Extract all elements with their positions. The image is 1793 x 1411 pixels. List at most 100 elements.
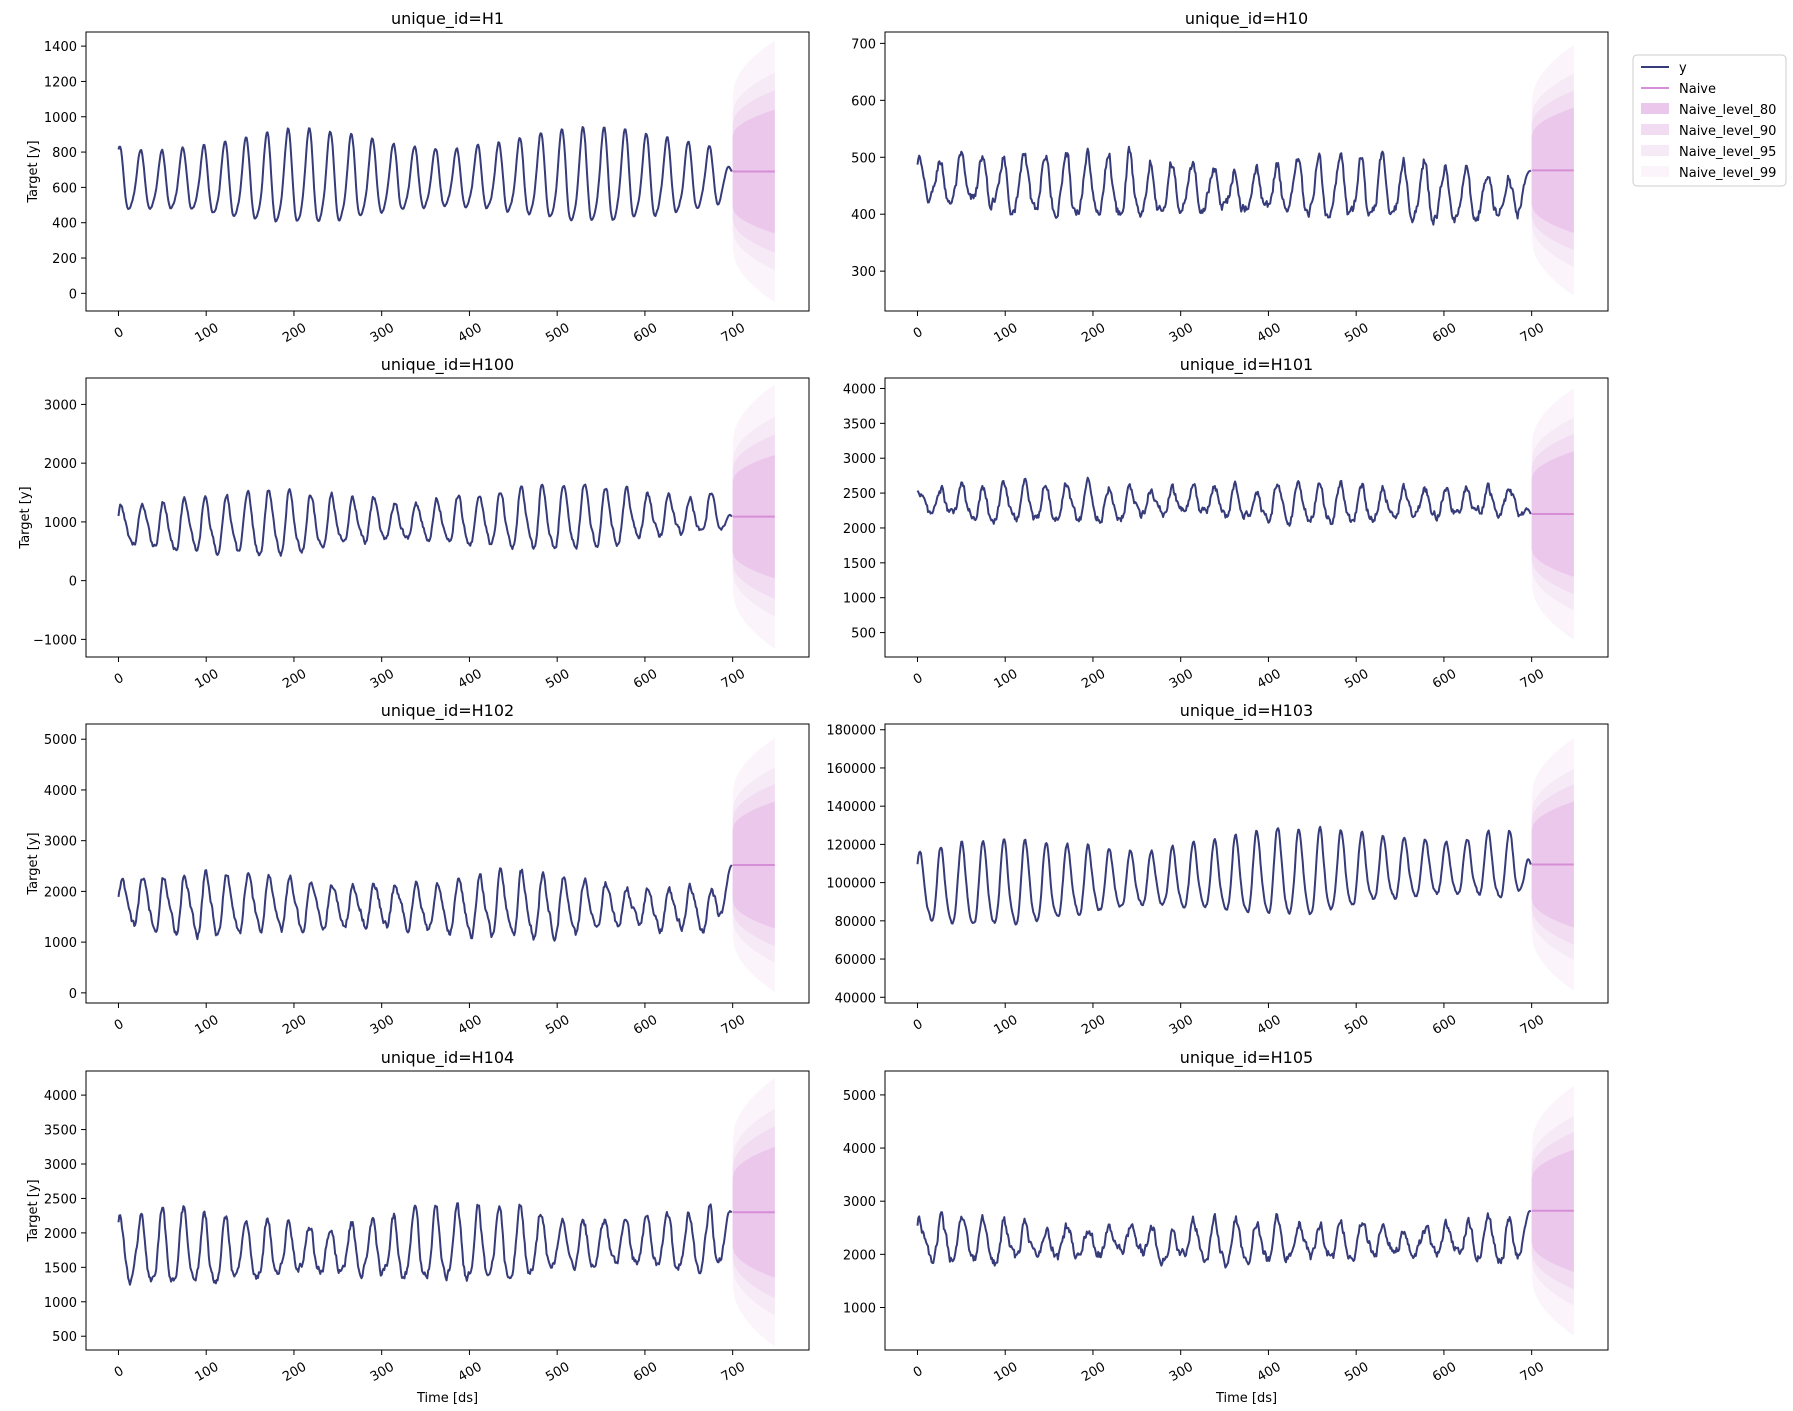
y-tick-label: 2000 bbox=[843, 1248, 876, 1263]
subplot-title: unique_id=H1 bbox=[391, 9, 504, 29]
y-tick-label: 1000 bbox=[843, 592, 876, 607]
subplot-panel: 0 100 200 300 400 500 600 700020040060080010001… bbox=[26, 9, 810, 346]
y-tick-label: 500 bbox=[52, 1330, 77, 1345]
x-axis-label: Time [ds] bbox=[1215, 1391, 1277, 1406]
y-axis-label: Target [y] bbox=[26, 1179, 41, 1242]
subplot-panel: 0 100 200 300 400 500 600 700400006000080000100… bbox=[826, 701, 1609, 1038]
series-y-line bbox=[916, 825, 1532, 926]
subplot-title: unique_id=H100 bbox=[381, 355, 514, 375]
y-tick-label: 800 bbox=[52, 146, 77, 161]
y-tick-label: 60000 bbox=[835, 953, 876, 968]
y-tick-label: 600 bbox=[52, 181, 77, 196]
legend-label: y bbox=[1679, 61, 1687, 76]
subplot-title: unique_id=H10 bbox=[1185, 9, 1308, 29]
plot-area bbox=[916, 388, 1574, 640]
y-tick-label: 1200 bbox=[44, 75, 77, 90]
legend-swatch-patch bbox=[1641, 124, 1669, 135]
legend-label: Naive bbox=[1679, 82, 1716, 97]
y-axis-label: Target [y] bbox=[18, 486, 33, 549]
y-tick-label: 600 bbox=[851, 94, 876, 109]
y-tick-label: 3000 bbox=[843, 1195, 876, 1210]
legend-label: Naive_level_90 bbox=[1679, 124, 1776, 139]
legend-label: Naive_level_80 bbox=[1679, 103, 1776, 118]
axes-frame bbox=[884, 1070, 1609, 1351]
legend-swatch-patch bbox=[1641, 166, 1669, 177]
y-tick-label: 500 bbox=[851, 627, 876, 642]
y-tick-label: 1500 bbox=[843, 557, 876, 572]
subplot-title: unique_id=H104 bbox=[381, 1048, 514, 1068]
plot-area bbox=[117, 1077, 775, 1347]
legend-label: Naive_level_99 bbox=[1679, 166, 1776, 181]
y-tick-label: 500 bbox=[851, 151, 876, 166]
y-tick-label: 2000 bbox=[44, 885, 77, 900]
subplot-title: unique_id=H101 bbox=[1180, 355, 1313, 375]
y-tick-label: 4000 bbox=[44, 784, 77, 799]
series-y-line bbox=[916, 145, 1532, 226]
y-tick-label: 400 bbox=[851, 208, 876, 223]
y-tick-label: 4000 bbox=[843, 1142, 876, 1157]
y-tick-label: 1500 bbox=[44, 1261, 77, 1276]
axes-frame bbox=[85, 377, 810, 658]
axes-frame bbox=[85, 1070, 810, 1351]
legend-swatch-patch bbox=[1641, 145, 1669, 156]
legend: y Naive Naive_level_80 Naive_level_90 Naive_… bbox=[1632, 54, 1787, 187]
plot-area bbox=[117, 40, 775, 303]
y-tick-label: 3500 bbox=[44, 1124, 77, 1139]
y-tick-label: 0 bbox=[69, 575, 77, 590]
plot-area bbox=[916, 1085, 1574, 1336]
y-tick-label: 3000 bbox=[44, 1158, 77, 1173]
plot-area bbox=[916, 738, 1574, 991]
axes-frame bbox=[884, 377, 1609, 658]
subplot-panel: 0 100 200 300 400 500 600 700500100015002000250… bbox=[26, 1048, 810, 1406]
subplot-title: unique_id=H102 bbox=[381, 701, 514, 721]
y-tick-label: 5000 bbox=[44, 733, 77, 748]
y-tick-label: 120000 bbox=[826, 838, 876, 853]
plot-area bbox=[117, 738, 775, 992]
y-tick-label: 1400 bbox=[44, 40, 77, 55]
y-tick-label: 1000 bbox=[44, 1296, 77, 1311]
y-tick-label: 180000 bbox=[826, 724, 876, 739]
y-tick-label: 2000 bbox=[44, 457, 77, 472]
axes-frame bbox=[85, 31, 810, 312]
y-tick-label: 400 bbox=[52, 217, 77, 232]
y-tick-label: 140000 bbox=[826, 800, 876, 815]
y-tick-label: 3500 bbox=[843, 417, 876, 432]
y-tick-label: 5000 bbox=[843, 1089, 876, 1104]
axes-frame bbox=[85, 723, 810, 1004]
y-tick-label: 3000 bbox=[44, 398, 77, 413]
series-y-line bbox=[117, 126, 733, 223]
y-tick-label: 4000 bbox=[44, 1089, 77, 1104]
y-tick-label: 700 bbox=[851, 37, 876, 52]
y-tick-label: 0 bbox=[69, 987, 77, 1002]
series-y-line bbox=[916, 476, 1532, 527]
y-tick-label: 1000 bbox=[44, 111, 77, 126]
y-tick-label: 100000 bbox=[826, 877, 876, 892]
y-axis-label: Target [y] bbox=[26, 140, 41, 203]
series-y-line bbox=[117, 483, 733, 557]
subplot-panel: 0 100 200 300 400 500 600 700300400500600700uni… bbox=[851, 9, 1609, 346]
y-tick-label: 200 bbox=[52, 252, 77, 267]
y-tick-label: 2500 bbox=[44, 1192, 77, 1207]
y-axis-label: Target [y] bbox=[26, 832, 41, 895]
y-tick-label: 3000 bbox=[44, 835, 77, 850]
axes-frame bbox=[884, 723, 1609, 1004]
y-tick-label: 1000 bbox=[44, 936, 77, 951]
y-tick-label: 3000 bbox=[843, 452, 876, 467]
series-y-line bbox=[117, 864, 733, 942]
y-tick-label: 160000 bbox=[826, 762, 876, 777]
y-tick-label: 1000 bbox=[44, 516, 77, 531]
x-axis-label: Time [ds] bbox=[416, 1391, 478, 1406]
y-tick-label: 80000 bbox=[835, 915, 876, 930]
series-y-line bbox=[916, 1209, 1532, 1269]
subplot-title: unique_id=H105 bbox=[1180, 1048, 1313, 1068]
y-tick-label: 2000 bbox=[44, 1227, 77, 1242]
y-tick-label: 0 bbox=[69, 287, 77, 302]
legend-swatch-patch bbox=[1641, 103, 1669, 114]
legend-label: Naive_level_95 bbox=[1679, 145, 1776, 160]
legend-box bbox=[1632, 54, 1787, 187]
y-tick-label: 4000 bbox=[843, 382, 876, 397]
axes-frame bbox=[884, 31, 1609, 312]
y-tick-label: 2000 bbox=[843, 522, 876, 537]
y-tick-label: 40000 bbox=[835, 991, 876, 1006]
series-y-line bbox=[117, 1202, 733, 1286]
